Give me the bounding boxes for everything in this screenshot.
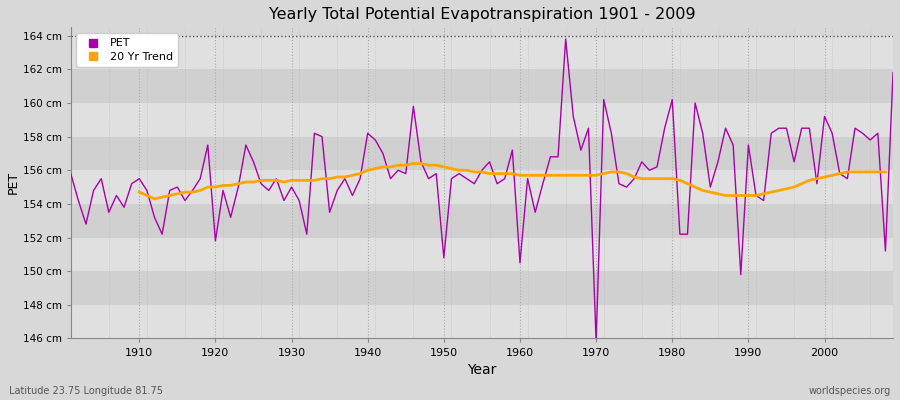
Bar: [71, 137, 893, 170]
Text: Latitude 23.75 Longitude 81.75: Latitude 23.75 Longitude 81.75: [9, 386, 163, 396]
Text: worldspecies.org: worldspecies.org: [809, 386, 891, 396]
Bar: [71, 204, 893, 238]
Bar: [71, 103, 893, 137]
Legend: PET, 20 Yr Trend: PET, 20 Yr Trend: [76, 33, 178, 67]
Bar: [71, 69, 893, 103]
Bar: [71, 170, 893, 204]
Bar: [71, 305, 893, 338]
Title: Yearly Total Potential Evapotranspiration 1901 - 2009: Yearly Total Potential Evapotranspiratio…: [268, 7, 695, 22]
Bar: [71, 271, 893, 305]
X-axis label: Year: Year: [467, 363, 497, 377]
Bar: [71, 238, 893, 271]
Bar: [71, 36, 893, 69]
Y-axis label: PET: PET: [7, 171, 20, 194]
